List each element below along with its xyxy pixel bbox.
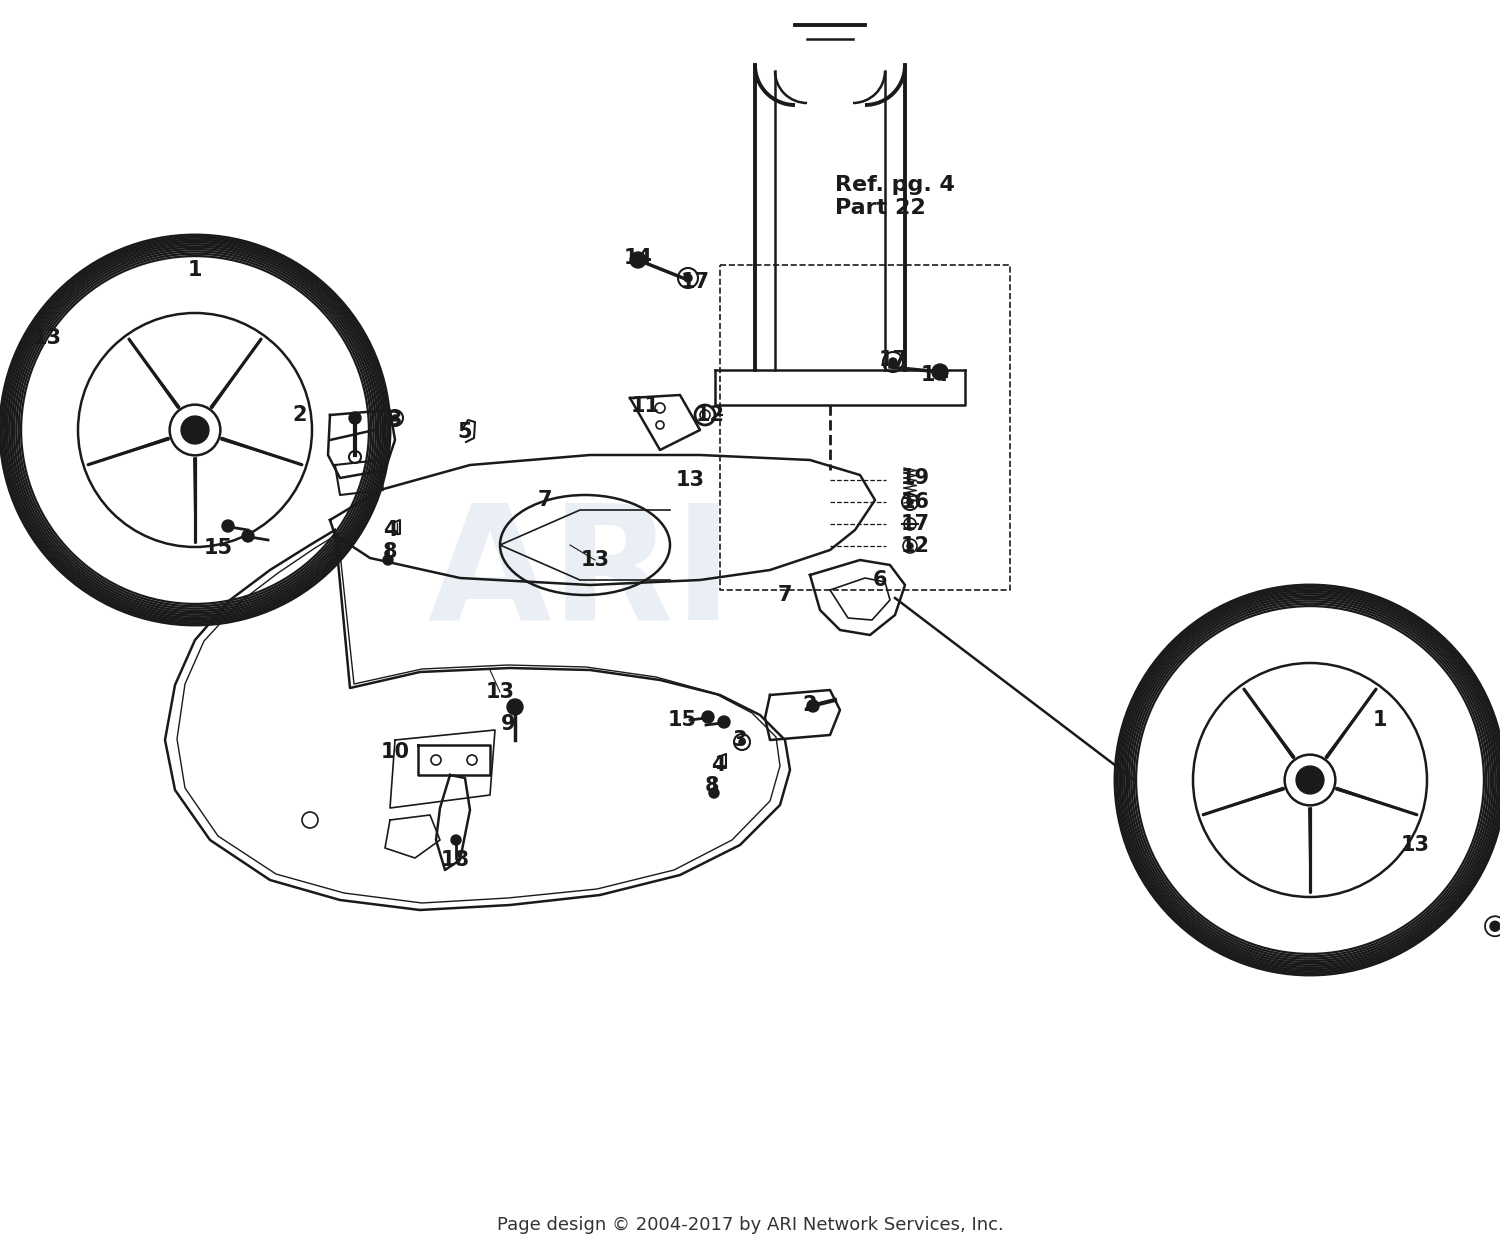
Text: 14: 14 [624,247,652,268]
Text: 17: 17 [900,514,930,534]
Text: 13: 13 [1401,835,1429,855]
Text: 9: 9 [501,713,516,734]
Text: 13: 13 [33,328,62,348]
Text: 3: 3 [732,730,747,750]
Text: 7: 7 [537,490,552,510]
Text: 17: 17 [681,273,710,291]
Circle shape [182,416,209,443]
Text: 17: 17 [879,350,908,371]
Text: 13: 13 [486,682,514,702]
Circle shape [908,543,914,549]
Text: 8: 8 [705,776,720,796]
Text: 13: 13 [675,470,705,490]
Circle shape [392,414,398,421]
Circle shape [908,499,914,505]
Text: 5: 5 [458,422,472,442]
Circle shape [507,700,524,715]
Text: 6: 6 [873,570,888,590]
Text: 7: 7 [777,585,792,605]
Text: 18: 18 [441,850,470,870]
Text: 16: 16 [900,492,930,512]
Text: 1: 1 [188,260,202,280]
Text: 2: 2 [802,695,818,715]
Circle shape [718,716,730,728]
Text: 15: 15 [668,710,696,730]
Circle shape [932,364,948,381]
Text: 12: 12 [696,404,724,425]
Circle shape [242,530,254,543]
Text: Page design © 2004-2017 by ARI Network Services, Inc.: Page design © 2004-2017 by ARI Network S… [496,1216,1004,1233]
Circle shape [452,835,460,845]
Text: 13: 13 [580,550,609,570]
Text: 12: 12 [900,536,930,556]
Text: 2: 2 [292,404,308,425]
Circle shape [350,412,361,425]
Text: 4: 4 [382,520,398,540]
Text: 14: 14 [921,365,950,386]
Text: 8: 8 [382,543,398,561]
Circle shape [890,358,897,365]
Circle shape [222,520,234,533]
Text: 15: 15 [204,538,232,558]
Text: 1: 1 [1372,710,1388,730]
Circle shape [702,711,714,723]
Text: 11: 11 [630,396,660,416]
Circle shape [684,274,692,283]
Circle shape [630,252,646,268]
Circle shape [382,555,393,565]
Circle shape [710,788,718,798]
Text: Ref. pg. 4
Part 22: Ref. pg. 4 Part 22 [836,175,956,219]
Text: ARI: ARI [427,497,734,653]
Circle shape [740,739,746,745]
Text: 3: 3 [387,409,402,430]
Text: 4: 4 [711,755,726,775]
Circle shape [1490,921,1500,931]
Circle shape [807,700,819,712]
Circle shape [1296,766,1324,794]
Text: 10: 10 [381,742,410,762]
Text: 19: 19 [900,468,930,489]
